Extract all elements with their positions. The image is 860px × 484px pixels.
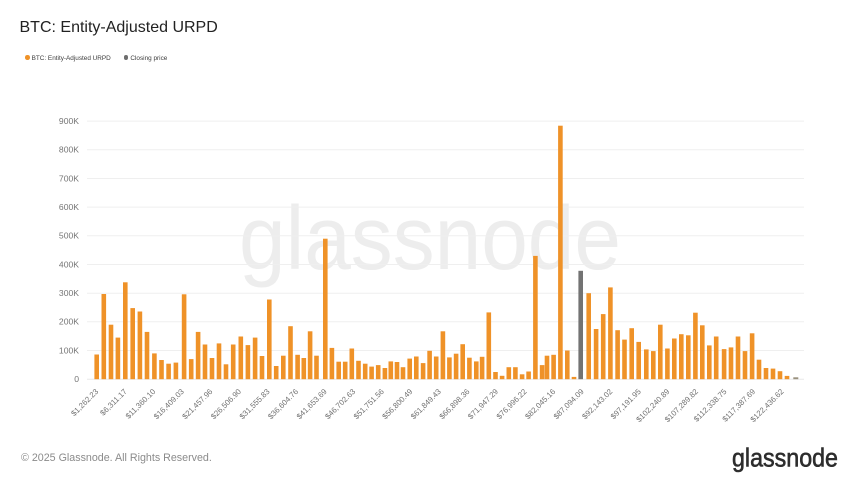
svg-text:500K: 500K: [59, 231, 79, 241]
svg-text:glassnode: glassnode: [732, 443, 838, 473]
svg-text:200K: 200K: [59, 317, 79, 327]
svg-text:800K: 800K: [59, 145, 79, 155]
svg-text:300K: 300K: [59, 288, 79, 298]
svg-text:glassnode: glassnode: [239, 189, 621, 289]
svg-text:400K: 400K: [59, 259, 79, 269]
svg-text:100K: 100K: [59, 345, 79, 355]
svg-text:900K: 900K: [59, 116, 79, 126]
svg-text:600K: 600K: [59, 202, 79, 212]
svg-text:0: 0: [74, 374, 79, 384]
svg-text:700K: 700K: [59, 173, 79, 183]
